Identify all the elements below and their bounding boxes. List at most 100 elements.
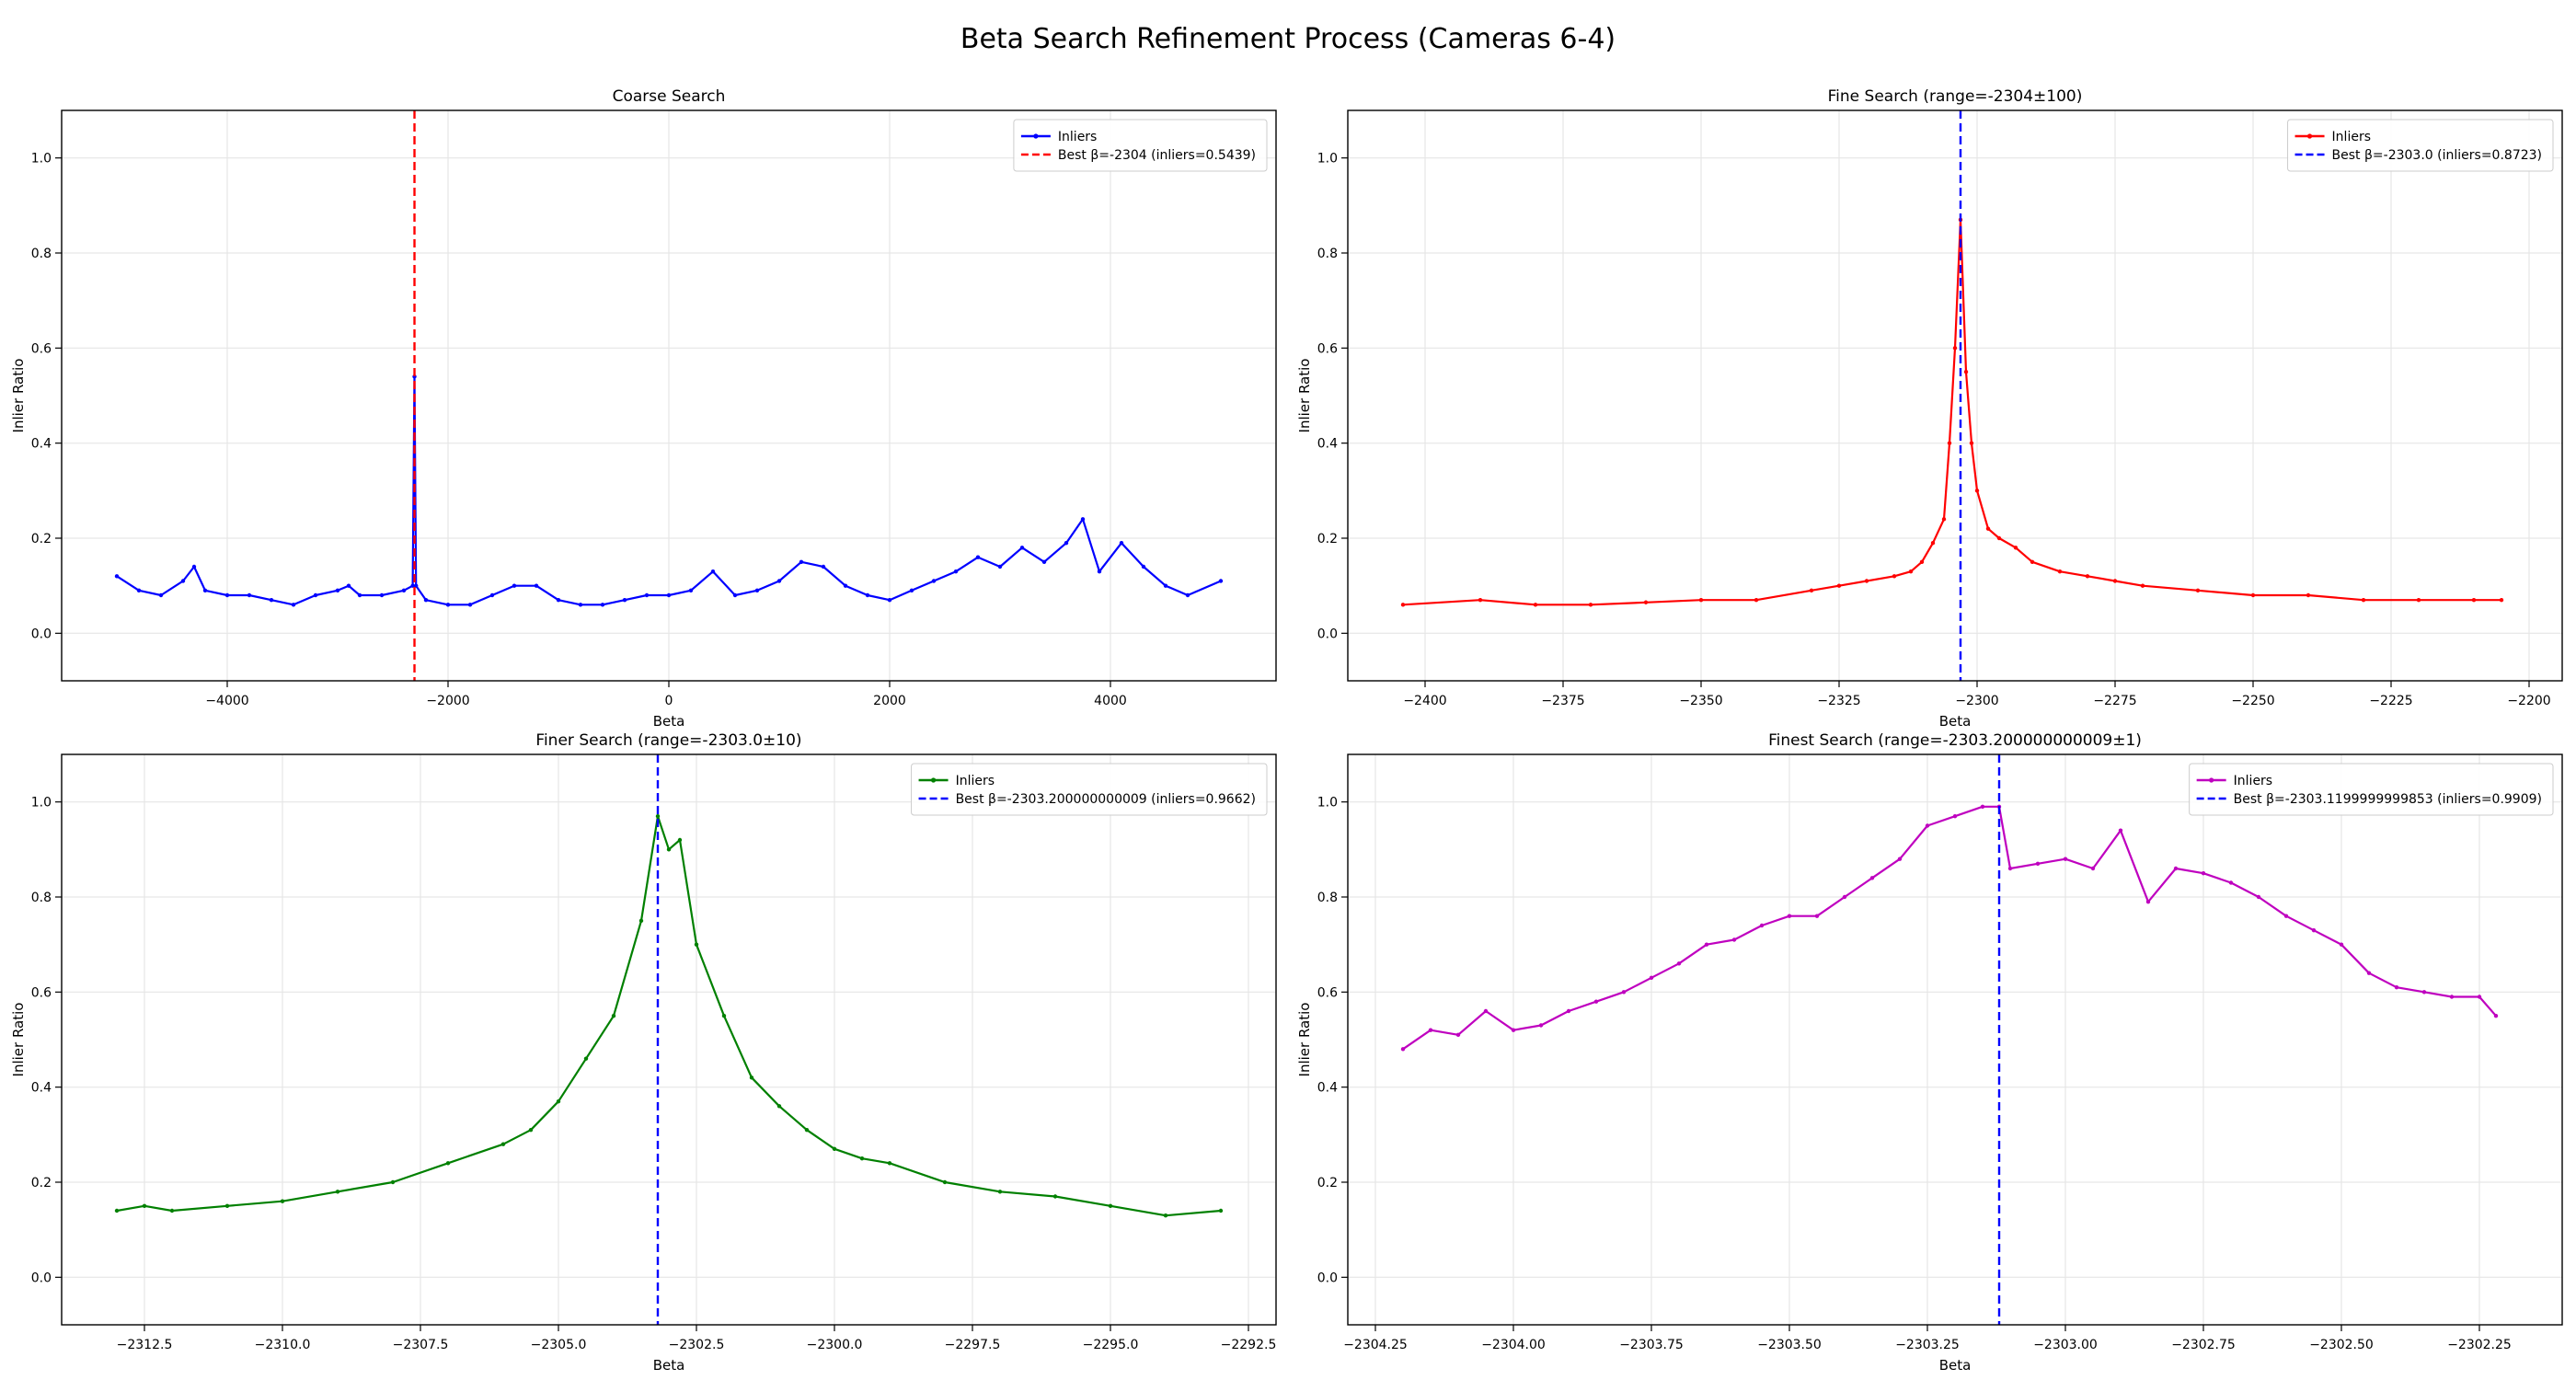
x-tick-label: −2302.5 [669,1338,725,1352]
chart-panel-3: −2312.5 −2310.0 −2307.5 −2305.0 −2302.5 −2300… [10,731,1277,1374]
legend: Inliers Best β=-2303.0 (inliers=0.8723) [2287,119,2554,172]
data-point [1400,1047,1406,1052]
y-tick-label: 0.0 [1317,627,1338,641]
data-point [2013,546,2018,550]
data-point [114,1208,120,1213]
series-line-inliers [1402,805,2497,1051]
data-point [247,592,252,598]
y-tick-label: 0.0 [31,1271,52,1285]
data-point [2421,990,2427,995]
chart-title: Finer Search (range=-2303.0±10) [535,731,801,750]
x-axis-label: Beta [1939,1357,1972,1374]
legend-label: Best β=-2304 (inliers=0.5439) [1058,148,1256,163]
data-point [2477,995,2482,999]
data-point [1097,569,1102,574]
data-point [666,847,672,852]
data-point [191,564,197,569]
data-point [1754,597,1759,603]
data-point [583,1056,589,1061]
legend: Inliers Best β=-2304 (inliers=0.5439) [1013,119,1268,172]
x-tick-label: 2000 [873,694,906,708]
data-point [1985,526,1991,531]
data-point [1897,857,1903,861]
legend-box [2287,119,2554,172]
data-point [1704,942,1709,947]
x-tick-label: −2300.0 [807,1338,863,1352]
data-point [224,1203,230,1209]
y-tick-label: 0.6 [1317,985,1338,1000]
data-point [2256,894,2261,900]
data-point [224,592,230,598]
data-point [942,1179,948,1185]
data-point [1163,583,1168,588]
data-point [2250,592,2256,598]
data-point [2228,880,2234,885]
data-point [1698,597,1704,603]
data-point [2145,899,2151,904]
data-point [832,1146,837,1152]
y-tick-label: 0.6 [1317,341,1338,356]
data-point [158,592,164,598]
data-point [732,592,738,598]
y-tick-label: 0.8 [31,891,52,905]
x-tick-label: −2225 [2369,694,2412,708]
data-point [859,1156,865,1161]
x-tick-label: −2302.25 [2447,1338,2512,1352]
chart-panels: −4000 −2000 0 2000 4000 0.0 0.2 0.4 0.6 0.8 1.0 Coa… [10,87,2563,1374]
data-point [622,597,627,603]
chart-panel-2: −2400 −2375 −2350 −2325 −2300 −2275 −2250 −2225… [1296,87,2563,730]
data-point [2173,866,2179,871]
data-point [556,1098,561,1104]
data-point [644,592,650,598]
data-point [114,574,120,579]
series-line-inliers [116,375,1222,606]
x-tick-label: −2312.5 [117,1338,173,1352]
data-point [142,1203,147,1209]
data-point [677,837,683,843]
x-tick-label: −2275 [2093,694,2136,708]
data-point [600,603,605,607]
data-point [423,597,429,603]
data-point [1400,603,1406,607]
data-point [1809,588,1814,593]
data-point [2063,857,2068,861]
data-point [887,597,892,603]
data-point [346,583,351,588]
data-point [1842,894,1847,900]
data-point [2499,597,2504,603]
data-point [804,1127,810,1133]
data-point [1218,579,1224,583]
data-point [776,1104,782,1109]
data-point [335,588,340,593]
y-tick-label: 0.4 [31,437,52,452]
x-tick-label: −2307.5 [393,1338,449,1352]
data-point [1941,517,1947,522]
x-tick-label: −4000 [205,694,248,708]
data-point [1787,914,1792,918]
data-point [1483,1008,1489,1014]
data-point [1108,1203,1113,1209]
data-point [379,592,385,598]
y-tick-label: 1.0 [1317,796,1338,811]
y-tick-label: 0.2 [31,1176,52,1190]
data-point [414,583,419,588]
y-tick-label: 0.4 [1317,437,1338,452]
data-point [1974,489,1980,493]
data-point [1141,564,1146,569]
x-tick-label: −2297.5 [945,1338,1001,1352]
legend: Inliers Best β=-2303.1199999999853 (inlie… [2189,763,2554,816]
data-point [931,579,937,583]
data-point [721,1013,727,1018]
x-tick-label: −2304.00 [1481,1338,1546,1352]
y-tick-label: 0.8 [1317,247,1338,261]
figure-title: Beta Search Refinement Process (Cameras … [960,23,1616,55]
legend-label: Inliers [956,774,995,788]
data-point [2201,870,2206,876]
data-point [1864,579,1869,583]
data-point [1185,592,1190,598]
data-point [1649,975,1654,981]
data-point [799,559,804,565]
data-point [534,583,539,588]
data-point [1919,559,1925,565]
